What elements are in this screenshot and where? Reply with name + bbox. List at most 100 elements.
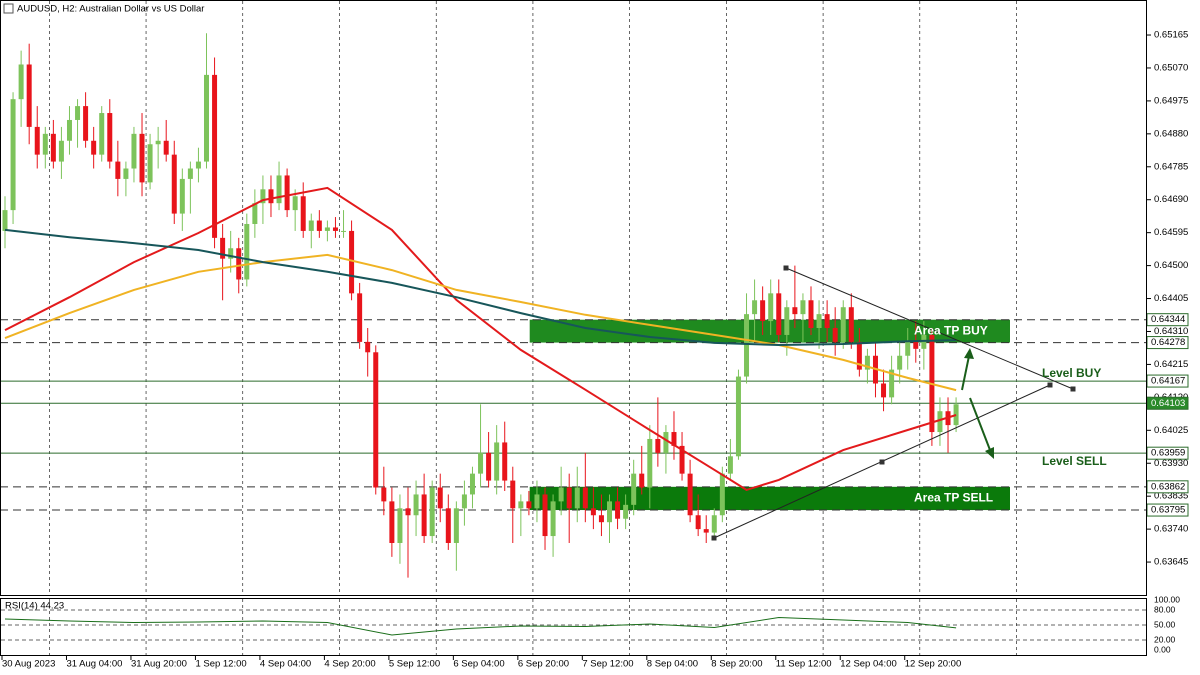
candle-body	[558, 487, 564, 502]
y-tick-label: 0.64025	[1154, 425, 1188, 436]
price-label: 0.64103	[1151, 398, 1185, 409]
candle-body	[34, 126, 40, 155]
candle-body	[83, 106, 89, 141]
candle-body	[469, 473, 475, 495]
candle-body	[389, 501, 395, 543]
candle-body	[671, 432, 677, 446]
candle-body	[179, 178, 185, 214]
x-tick-label: 31 Aug 20:00	[131, 659, 187, 670]
candle-body	[445, 508, 451, 543]
arrow-up	[961, 355, 970, 391]
candle-body	[171, 154, 177, 214]
candle-body	[711, 515, 717, 533]
candle-body	[212, 74, 218, 238]
drawings: Level BUY Level SELL Area TP BUY Area TP …	[711, 265, 1107, 541]
candle-body	[647, 438, 653, 488]
candle-body	[252, 203, 258, 224]
y-tick-label: 0.64310	[1154, 326, 1188, 337]
price-label: 0.64278	[1151, 337, 1185, 348]
candle-body	[800, 300, 806, 315]
candle-body	[50, 133, 56, 162]
candle-body	[921, 334, 927, 349]
candle-body	[131, 133, 137, 169]
candle-body	[276, 175, 282, 204]
zone-label: Area TP SELL	[914, 491, 993, 505]
candle-body	[727, 456, 733, 474]
candle-body	[461, 494, 467, 509]
candle-body	[937, 411, 943, 433]
y-tick-label: 0.63835	[1154, 491, 1188, 502]
candle-body	[881, 383, 887, 398]
trend-handle	[711, 535, 717, 541]
moving-average	[4, 253, 957, 392]
arrow-head	[964, 348, 974, 359]
arrow-head	[985, 447, 994, 459]
candle-body	[308, 220, 314, 231]
candle-body	[244, 223, 250, 280]
candle-body	[2, 210, 8, 231]
candle-body	[163, 140, 169, 155]
candle-body	[220, 237, 226, 259]
candle-body	[615, 501, 621, 519]
x-tick-label: 5 Sep 12:00	[389, 659, 440, 670]
candle-body	[913, 341, 919, 349]
candle-body	[66, 119, 72, 141]
rsi-tick-label: 100.00	[1154, 594, 1180, 604]
candle-body	[365, 341, 371, 353]
candle-body	[300, 196, 306, 231]
candle-body	[349, 230, 355, 294]
price-label: 0.63862	[1151, 481, 1185, 492]
candle-body	[42, 133, 48, 155]
y-tick-label: 0.64690	[1154, 194, 1188, 205]
candle-body	[848, 307, 854, 342]
rsi-line	[4, 616, 957, 636]
price-label: 0.64344	[1151, 314, 1185, 325]
x-tick-label: 11 Sep 12:00	[776, 659, 832, 670]
candle-body	[784, 307, 790, 335]
zone-label: Area TP BUY	[914, 323, 988, 337]
candle-body	[187, 168, 193, 179]
rsi-frame	[0, 598, 1147, 656]
x-tick-label: 6 Sep 20:00	[518, 659, 569, 670]
candle-body	[897, 355, 903, 370]
candle-body	[953, 404, 959, 426]
candle-body	[397, 508, 403, 543]
candle-body	[381, 487, 387, 502]
y-tick-label: 0.64975	[1154, 95, 1188, 106]
candle-body	[268, 189, 274, 204]
chart-title: AUDUSD, H2: Australian Dollar vs US Doll…	[17, 4, 204, 15]
candle-body	[760, 300, 766, 322]
annotation: Level BUY	[1042, 366, 1101, 380]
y-tick-label: 0.64215	[1154, 359, 1188, 370]
candle-body	[292, 196, 298, 211]
moving-average	[4, 228, 957, 347]
candle-body	[639, 473, 645, 488]
candle-body	[510, 480, 516, 509]
y-tick-label: 0.64500	[1154, 260, 1188, 271]
symbol-icon	[3, 3, 14, 14]
candle-body	[752, 300, 758, 315]
candle-body	[373, 352, 379, 488]
candle-body	[542, 494, 548, 537]
candle-body	[147, 144, 153, 183]
price-label: 0.64167	[1151, 376, 1185, 387]
candle-body	[502, 442, 508, 481]
indicator-label: RSI(14) 44.23	[5, 601, 64, 612]
price-label: 0.63959	[1151, 448, 1185, 459]
candle-body	[574, 487, 580, 509]
candle-body	[631, 473, 637, 505]
candle-body	[155, 140, 161, 145]
candle-body	[453, 508, 459, 543]
arrow-down	[969, 397, 991, 451]
candle-body	[58, 140, 64, 162]
candle-body	[792, 307, 798, 315]
y-tick-label: 0.63930	[1154, 458, 1188, 469]
candle-body	[816, 314, 822, 329]
x-tick-label: 1 Sep 12:00	[195, 659, 246, 670]
candle-body	[905, 341, 911, 356]
candle-body	[10, 99, 16, 211]
candle-body	[204, 74, 209, 162]
candle-body	[437, 487, 443, 509]
trend-handle	[1070, 386, 1076, 392]
